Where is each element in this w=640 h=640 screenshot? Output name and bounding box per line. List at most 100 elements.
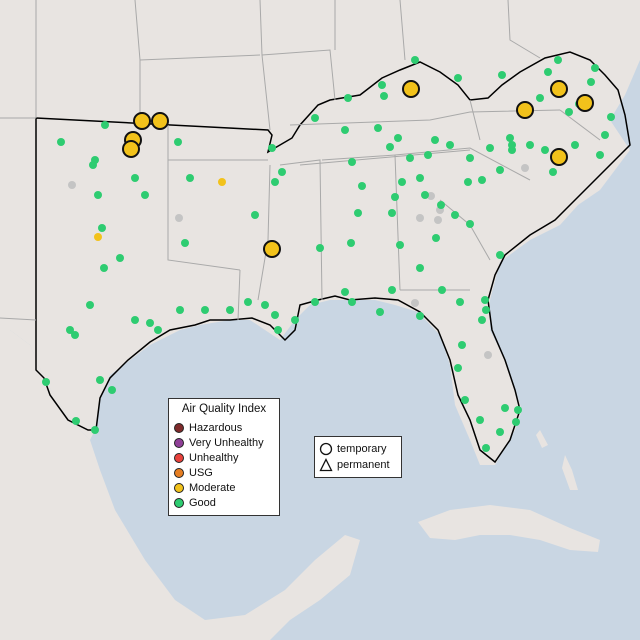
legend-item-moderate: Moderate — [174, 481, 235, 495]
good-sensor-marker — [348, 158, 356, 166]
landmass-mexico — [0, 330, 360, 640]
good-sensor-marker — [496, 251, 504, 259]
good-sensor-marker — [376, 308, 384, 316]
good-sensor-marker — [424, 151, 432, 159]
good-sensor-marker — [271, 178, 279, 186]
good-sensor-marker — [271, 311, 279, 319]
good-sensor-marker — [341, 288, 349, 296]
triangle-icon — [319, 458, 333, 472]
good-sensor-marker — [94, 191, 102, 199]
sensor-type-legend: temporary permanent — [314, 436, 402, 478]
good-sensor-marker — [432, 234, 440, 242]
legend-item-good: Good — [174, 496, 216, 510]
good-sensor-marker — [398, 178, 406, 186]
good-sensor-marker — [536, 94, 544, 102]
good-sensor-marker — [446, 141, 454, 149]
good-sensor-marker — [454, 74, 462, 82]
good-sensor-marker — [380, 92, 388, 100]
legend-item-unhealthy: Unhealthy — [174, 451, 239, 465]
good-sensor-marker — [311, 114, 319, 122]
good-sensor-marker — [478, 176, 486, 184]
legend-item-usg: USG — [174, 466, 213, 480]
good-sensor-marker — [154, 326, 162, 334]
good-sensor-marker — [146, 319, 154, 327]
good-sensor-marker — [291, 316, 299, 324]
good-sensor-marker — [354, 209, 362, 217]
good-sensor-marker — [456, 298, 464, 306]
good-sensor-marker — [86, 301, 94, 309]
good-sensor-marker — [549, 168, 557, 176]
good-sensor-marker — [591, 64, 599, 72]
moderate-small-sensors — [94, 178, 226, 241]
good-sensor-marker — [347, 239, 355, 247]
good-sensor-marker — [176, 306, 184, 314]
good-sensor-marker — [607, 113, 615, 121]
good-sensor-marker — [348, 298, 356, 306]
good-sensor-marker — [101, 121, 109, 129]
good-sensor-marker — [587, 78, 595, 86]
good-sensor-marker — [596, 151, 604, 159]
good-sensor-marker — [386, 143, 394, 151]
good-sensor-marker — [57, 138, 65, 146]
good-sensor-marker — [251, 211, 259, 219]
good-sensor-marker — [411, 56, 419, 64]
hazardous-swatch-icon — [174, 423, 184, 433]
good-sensor-marker — [268, 144, 276, 152]
good-sensor-marker — [394, 134, 402, 142]
good-sensor-marker — [461, 396, 469, 404]
good-sensor-marker — [601, 131, 609, 139]
good-sensor-marker — [416, 264, 424, 272]
good-sensor-marker — [316, 244, 324, 252]
moderate-temporary-sensors — [122, 80, 594, 258]
good-sensor-marker — [431, 136, 439, 144]
good-sensor-marker — [565, 108, 573, 116]
good-sensor-marker — [438, 286, 446, 294]
good-sensor-marker — [201, 306, 209, 314]
good-sensor-marker — [181, 239, 189, 247]
very-unhealthy-swatch-icon — [174, 438, 184, 448]
unhealthy-swatch-icon — [174, 453, 184, 463]
good-sensor-marker — [358, 182, 366, 190]
moderate-swatch-icon — [174, 483, 184, 493]
good-sensor-marker — [91, 426, 99, 434]
good-sensor-marker — [396, 241, 404, 249]
good-sensor-marker — [486, 144, 494, 152]
good-sensor-marker — [554, 56, 562, 64]
good-sensor-marker — [514, 406, 522, 414]
good-sensor-marker — [544, 68, 552, 76]
good-sensor-marker — [388, 286, 396, 294]
landmass-cuba — [418, 505, 600, 552]
good-sensor-marker — [274, 326, 282, 334]
good-sensor-marker — [437, 201, 445, 209]
good-sensor-marker — [508, 141, 516, 149]
legend-title: Air Quality Index — [181, 403, 267, 415]
good-sensor-marker — [311, 298, 319, 306]
good-sensor-marker — [458, 341, 466, 349]
usg-swatch-icon — [174, 468, 184, 478]
good-sensor-marker — [512, 418, 520, 426]
good-sensor-marker — [406, 154, 414, 162]
good-sensor-marker — [421, 191, 429, 199]
good-sensor-marker — [226, 306, 234, 314]
region-outline — [35, 51, 631, 464]
good-sensors — [42, 56, 615, 452]
good-sensor-marker — [108, 386, 116, 394]
good-sensor-marker — [571, 141, 579, 149]
good-sensor-marker — [98, 224, 106, 232]
aqi-legend: Air Quality Index Hazardous Very Unhealt… — [168, 398, 280, 516]
good-sensor-marker — [541, 146, 549, 154]
good-sensor-marker — [72, 417, 80, 425]
good-sensor-marker — [71, 331, 79, 339]
good-sensor-marker — [391, 193, 399, 201]
good-sensor-marker — [131, 316, 139, 324]
state-borders — [0, 0, 601, 321]
good-sensor-marker — [42, 378, 50, 386]
good-sensor-marker — [481, 296, 489, 304]
good-sensor-marker — [482, 444, 490, 452]
good-sensor-marker — [116, 254, 124, 262]
good-sensor-marker — [416, 174, 424, 182]
good-sensor-marker — [482, 306, 490, 314]
good-sensor-marker — [186, 174, 194, 182]
good-swatch-icon — [174, 498, 184, 508]
